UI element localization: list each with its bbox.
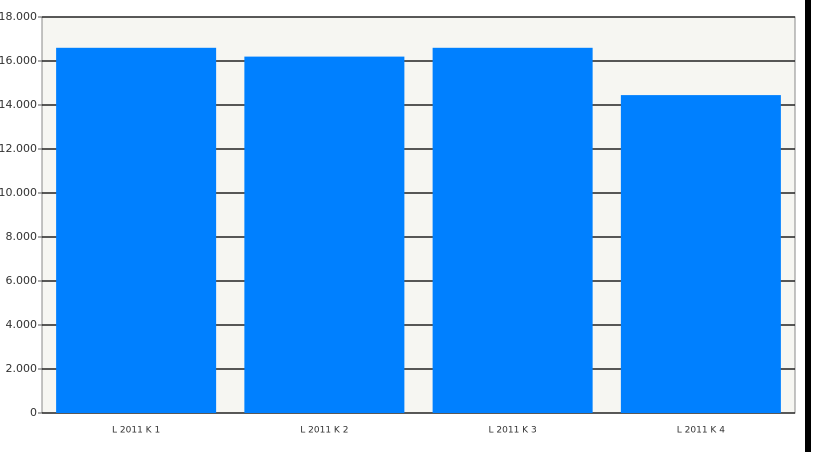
y-tick-label: 12.000 <box>0 142 37 155</box>
bar <box>56 47 217 414</box>
y-tick-label: 4.000 <box>6 318 38 331</box>
y-tick-label: 10.000 <box>0 186 37 199</box>
y-tick-label: 16.000 <box>0 54 37 67</box>
y-tick-label: 0 <box>30 406 37 419</box>
x-tick-label: L 2011 K 1 <box>112 426 160 436</box>
x-tick-label: L 2011 K 2 <box>300 426 348 436</box>
bar <box>432 47 593 414</box>
y-tick-label: 18.000 <box>0 10 37 23</box>
x-tick-label: L 2011 K 3 <box>489 426 537 436</box>
y-tick-label: 2.000 <box>6 362 38 375</box>
y-tick-label: 6.000 <box>6 274 38 287</box>
x-tick-label: L 2011 K 4 <box>677 426 725 436</box>
bar <box>244 56 405 413</box>
y-tick-label: 8.000 <box>6 230 38 243</box>
bar <box>620 95 781 413</box>
y-tick-label: 14.000 <box>0 98 37 111</box>
